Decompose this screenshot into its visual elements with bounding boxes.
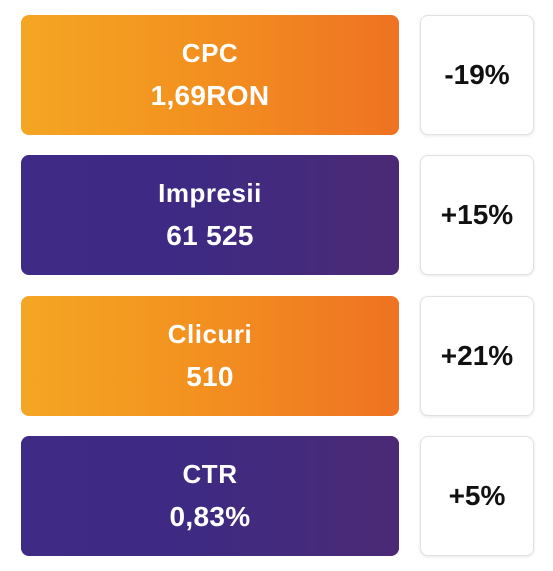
metric-label: Clicuri [167, 319, 253, 349]
metric-card-clicuri: Clicuri 510 [21, 296, 399, 416]
metric-value: 1,69RON [150, 80, 270, 111]
change-value: +5% [448, 480, 506, 511]
metric-label: CPC [181, 38, 239, 68]
change-box-ctr: +5% [420, 436, 534, 556]
metric-card-ctr: CTR 0,83% [21, 436, 399, 556]
metric-value: 510 [186, 361, 234, 392]
metric-row-clicuri: Clicuri 510 +21% [0, 296, 553, 416]
metric-label: Impresii [158, 178, 262, 208]
change-box-cpc: -19% [420, 15, 534, 135]
metric-row-cpc: CPC 1,69RON -19% [0, 15, 553, 135]
metric-value: 0,83% [169, 501, 251, 532]
metric-label: CTR [182, 459, 238, 489]
metric-card-cpc: CPC 1,69RON [21, 15, 399, 135]
change-box-clicuri: +21% [420, 296, 534, 416]
metric-value: 61 525 [166, 220, 254, 251]
metric-card-impresii: Impresii 61 525 [21, 155, 399, 275]
metric-row-ctr: CTR 0,83% +5% [0, 436, 553, 556]
change-box-impresii: +15% [420, 155, 534, 275]
change-value: +21% [440, 340, 514, 371]
metric-row-impresii: Impresii 61 525 +15% [0, 155, 553, 275]
change-value: -19% [444, 59, 510, 90]
change-value: +15% [440, 199, 514, 230]
